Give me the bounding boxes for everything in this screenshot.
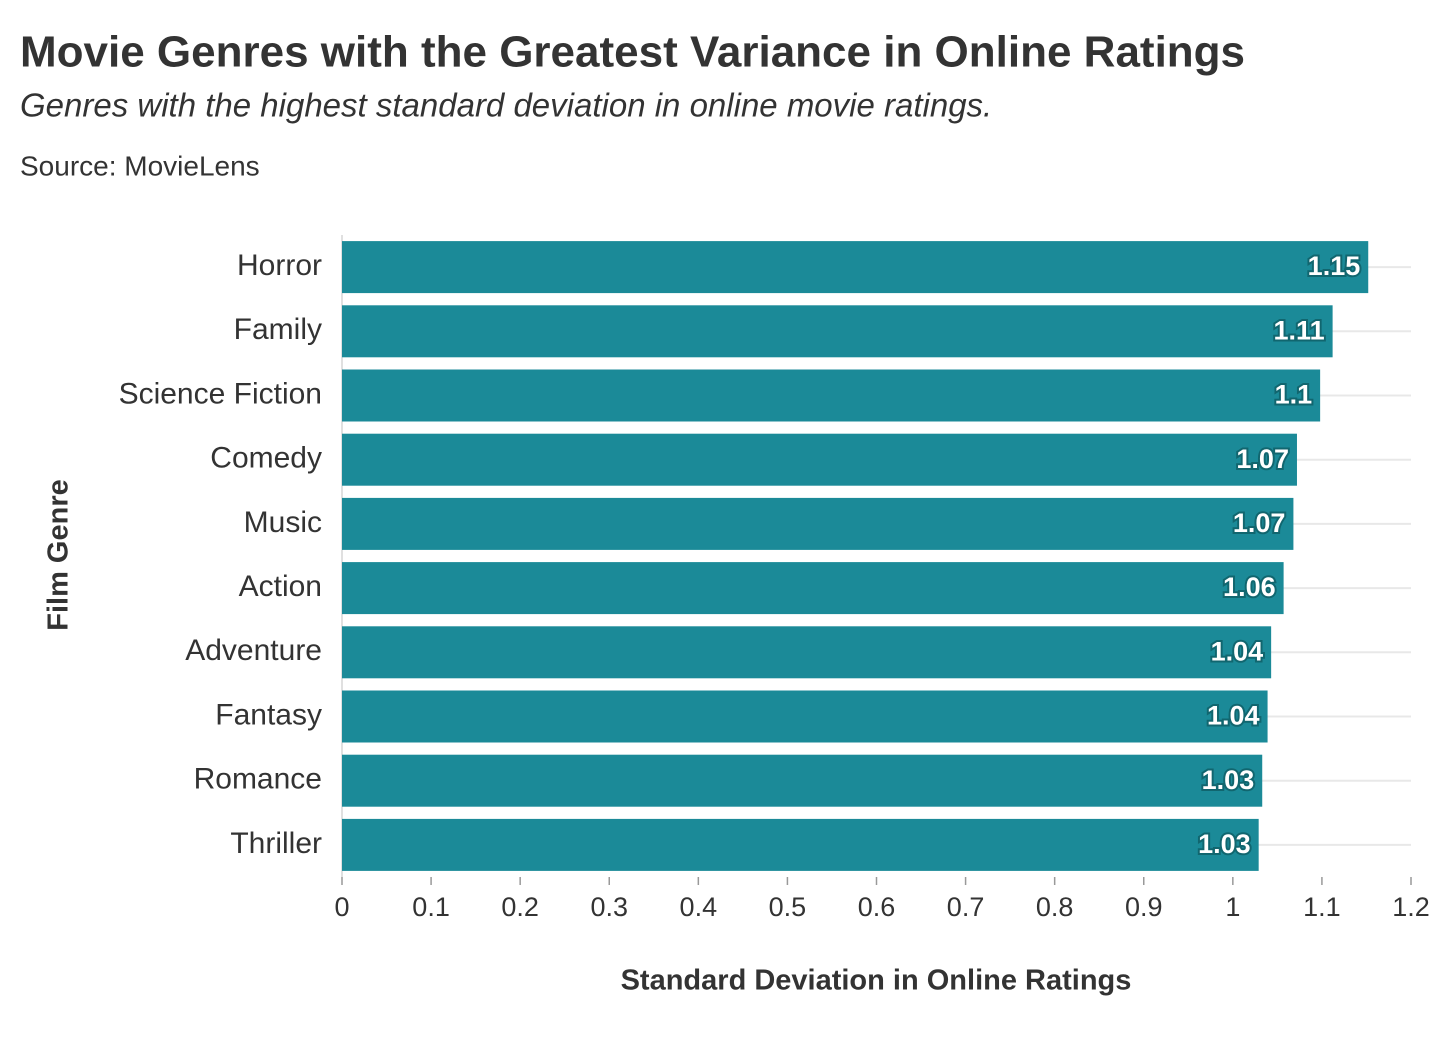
x-tick-label: 0.2 xyxy=(501,892,539,922)
bar xyxy=(342,626,1272,679)
x-axis-title: Standard Deviation in Online Ratings xyxy=(621,965,1132,997)
bar xyxy=(342,690,1268,743)
y-tick-label: Music xyxy=(244,506,322,539)
y-tick-label: Family xyxy=(234,313,322,346)
data-label: 1.15 xyxy=(1308,251,1361,281)
x-tick-label: 0.4 xyxy=(680,892,718,922)
data-label: 1.03 xyxy=(1202,765,1255,795)
x-tick-label: 1.1 xyxy=(1303,892,1341,922)
bar xyxy=(342,754,1263,807)
x-tick-label: 0.1 xyxy=(412,892,450,922)
x-tick-label: 0.5 xyxy=(769,892,807,922)
y-tick-label: Fantasy xyxy=(215,698,322,731)
x-tick-label: 1 xyxy=(1225,892,1240,922)
chart-subtitle: Genres with the highest standard deviati… xyxy=(20,87,992,124)
chart-title: Movie Genres with the Greatest Variance … xyxy=(20,28,1245,77)
bar xyxy=(342,433,1297,486)
data-label: 1.1 xyxy=(1275,380,1313,410)
y-tick-label: Thriller xyxy=(230,827,322,860)
x-tick-label: 0.3 xyxy=(590,892,628,922)
bar xyxy=(342,562,1284,615)
bar xyxy=(342,818,1259,871)
data-label: 1.07 xyxy=(1236,444,1289,474)
y-tick-label: Comedy xyxy=(210,442,322,475)
y-tick-label: Romance xyxy=(194,763,322,796)
data-label: 1.03 xyxy=(1198,829,1251,859)
bar xyxy=(342,497,1294,550)
bar xyxy=(342,241,1369,294)
x-tick-label: 0.6 xyxy=(858,892,896,922)
x-tick-label: 0 xyxy=(334,892,349,922)
bar xyxy=(342,369,1321,422)
data-label: 1.11 xyxy=(1274,315,1325,345)
y-tick-label: Horror xyxy=(237,249,322,282)
data-label: 1.07 xyxy=(1233,508,1286,538)
x-tick-label: 0.8 xyxy=(1036,892,1074,922)
y-tick-label: Science Fiction xyxy=(119,377,322,410)
x-tick-label: 0.9 xyxy=(1125,892,1163,922)
y-axis-title: Film Genre xyxy=(43,479,75,631)
bar xyxy=(342,305,1333,358)
y-tick-label: Action xyxy=(239,570,322,603)
y-tick-label: Adventure xyxy=(185,634,322,667)
data-label: 1.04 xyxy=(1207,701,1260,731)
data-label: 1.04 xyxy=(1211,636,1264,666)
source: Source: MovieLens xyxy=(20,150,260,181)
data-label: 1.06 xyxy=(1223,572,1276,602)
x-tick-label: 0.7 xyxy=(947,892,985,922)
x-tick-label: 1.2 xyxy=(1392,892,1430,922)
